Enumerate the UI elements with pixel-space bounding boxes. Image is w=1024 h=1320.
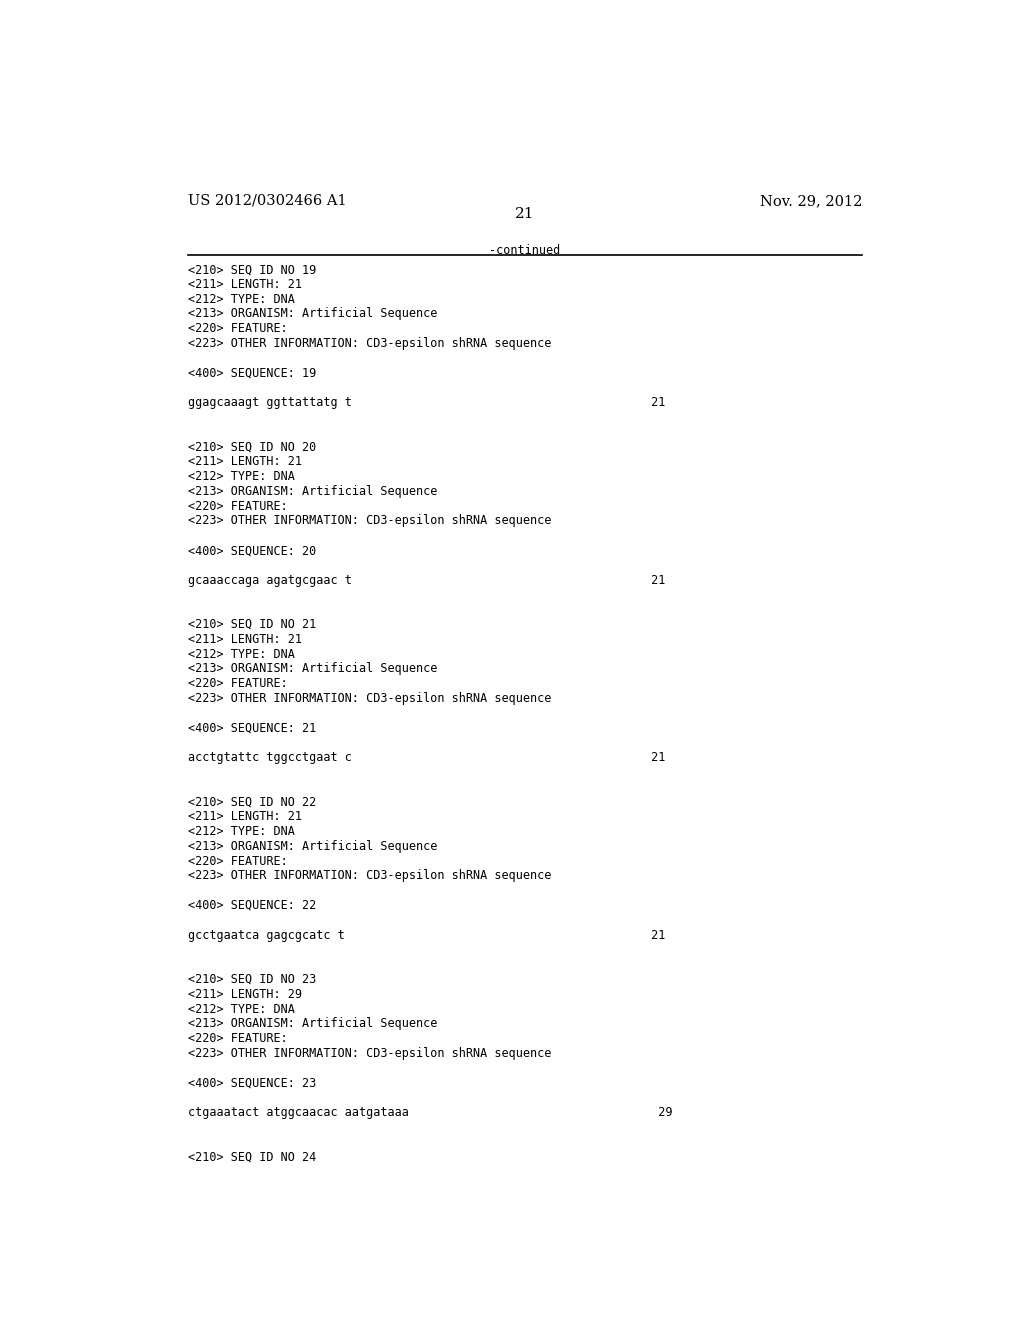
Text: <213> ORGANISM: Artificial Sequence: <213> ORGANISM: Artificial Sequence [187,1018,437,1031]
Text: acctgtattc tggcctgaat c                                          21: acctgtattc tggcctgaat c 21 [187,751,665,764]
Text: Nov. 29, 2012: Nov. 29, 2012 [760,194,862,209]
Text: <212> TYPE: DNA: <212> TYPE: DNA [187,825,294,838]
Text: <220> FEATURE:: <220> FEATURE: [187,1032,288,1045]
Text: <400> SEQUENCE: 20: <400> SEQUENCE: 20 [187,544,315,557]
Text: <223> OTHER INFORMATION: CD3-epsilon shRNA sequence: <223> OTHER INFORMATION: CD3-epsilon shR… [187,692,551,705]
Text: <212> TYPE: DNA: <212> TYPE: DNA [187,293,294,306]
Text: ggagcaaagt ggttattatg t                                          21: ggagcaaagt ggttattatg t 21 [187,396,665,409]
Text: 21: 21 [515,207,535,222]
Text: <213> ORGANISM: Artificial Sequence: <213> ORGANISM: Artificial Sequence [187,308,437,321]
Text: <211> LENGTH: 21: <211> LENGTH: 21 [187,810,301,824]
Text: <223> OTHER INFORMATION: CD3-epsilon shRNA sequence: <223> OTHER INFORMATION: CD3-epsilon shR… [187,515,551,528]
Text: <400> SEQUENCE: 21: <400> SEQUENCE: 21 [187,722,315,734]
Text: <211> LENGTH: 21: <211> LENGTH: 21 [187,455,301,469]
Text: <212> TYPE: DNA: <212> TYPE: DNA [187,470,294,483]
Text: <213> ORGANISM: Artificial Sequence: <213> ORGANISM: Artificial Sequence [187,484,437,498]
Text: <223> OTHER INFORMATION: CD3-epsilon shRNA sequence: <223> OTHER INFORMATION: CD3-epsilon shR… [187,870,551,883]
Text: <210> SEQ ID NO 23: <210> SEQ ID NO 23 [187,973,315,986]
Text: <210> SEQ ID NO 24: <210> SEQ ID NO 24 [187,1151,315,1163]
Text: gcaaaccaga agatgcgaac t                                          21: gcaaaccaga agatgcgaac t 21 [187,574,665,586]
Text: <212> TYPE: DNA: <212> TYPE: DNA [187,1002,294,1015]
Text: <210> SEQ ID NO 20: <210> SEQ ID NO 20 [187,441,315,454]
Text: <400> SEQUENCE: 22: <400> SEQUENCE: 22 [187,899,315,912]
Text: <210> SEQ ID NO 22: <210> SEQ ID NO 22 [187,796,315,808]
Text: <211> LENGTH: 21: <211> LENGTH: 21 [187,279,301,290]
Text: <223> OTHER INFORMATION: CD3-epsilon shRNA sequence: <223> OTHER INFORMATION: CD3-epsilon shR… [187,337,551,350]
Text: <220> FEATURE:: <220> FEATURE: [187,854,288,867]
Text: <220> FEATURE:: <220> FEATURE: [187,322,288,335]
Text: <210> SEQ ID NO 19: <210> SEQ ID NO 19 [187,263,315,276]
Text: <212> TYPE: DNA: <212> TYPE: DNA [187,648,294,660]
Text: <400> SEQUENCE: 19: <400> SEQUENCE: 19 [187,367,315,380]
Text: <220> FEATURE:: <220> FEATURE: [187,500,288,512]
Text: gcctgaatca gagcgcatc t                                           21: gcctgaatca gagcgcatc t 21 [187,928,665,941]
Text: <220> FEATURE:: <220> FEATURE: [187,677,288,690]
Text: ctgaaatact atggcaacac aatgataaa                                   29: ctgaaatact atggcaacac aatgataaa 29 [187,1106,672,1119]
Text: US 2012/0302466 A1: US 2012/0302466 A1 [187,194,346,209]
Text: <211> LENGTH: 21: <211> LENGTH: 21 [187,632,301,645]
Text: <213> ORGANISM: Artificial Sequence: <213> ORGANISM: Artificial Sequence [187,663,437,676]
Text: <213> ORGANISM: Artificial Sequence: <213> ORGANISM: Artificial Sequence [187,840,437,853]
Text: <223> OTHER INFORMATION: CD3-epsilon shRNA sequence: <223> OTHER INFORMATION: CD3-epsilon shR… [187,1047,551,1060]
Text: <210> SEQ ID NO 21: <210> SEQ ID NO 21 [187,618,315,631]
Text: -continued: -continued [489,244,560,257]
Text: <400> SEQUENCE: 23: <400> SEQUENCE: 23 [187,1077,315,1089]
Text: <211> LENGTH: 29: <211> LENGTH: 29 [187,987,301,1001]
